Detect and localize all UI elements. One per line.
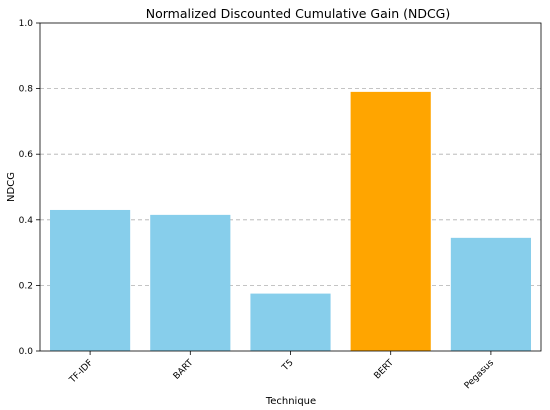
y-tick-label: 0.8 xyxy=(19,85,34,95)
y-tick-label: 0.4 xyxy=(19,216,34,226)
y-tick-layer: 0.0 0.2 0.4 0.6 0.8 1.0 xyxy=(19,19,40,357)
x-tick-label: T5 xyxy=(280,358,296,374)
y-tick-label: 0.0 xyxy=(19,347,34,357)
x-tick-label: TF-IDF xyxy=(67,358,95,386)
bar-tf-idf xyxy=(50,209,131,351)
bar-t5 xyxy=(250,293,331,351)
x-tick-label: BART xyxy=(172,358,196,382)
bar-pegasus xyxy=(450,237,531,351)
bars-layer xyxy=(50,91,531,351)
bar-bert xyxy=(350,91,431,351)
x-tick-layer: TF-IDF BART T5 BERT Pegasus xyxy=(67,351,496,391)
x-axis-label: Technique xyxy=(265,396,316,407)
chart-title: Normalized Discounted Cumulative Gain (N… xyxy=(146,6,451,21)
y-tick-label: 1.0 xyxy=(19,19,34,29)
x-tick-label: BERT xyxy=(373,358,397,382)
y-axis-label: NDCG xyxy=(6,172,17,202)
bar-bart xyxy=(150,214,231,351)
x-tick-label: Pegasus xyxy=(463,358,496,391)
y-tick-label: 0.2 xyxy=(19,281,33,291)
y-tick-label: 0.6 xyxy=(19,150,34,160)
